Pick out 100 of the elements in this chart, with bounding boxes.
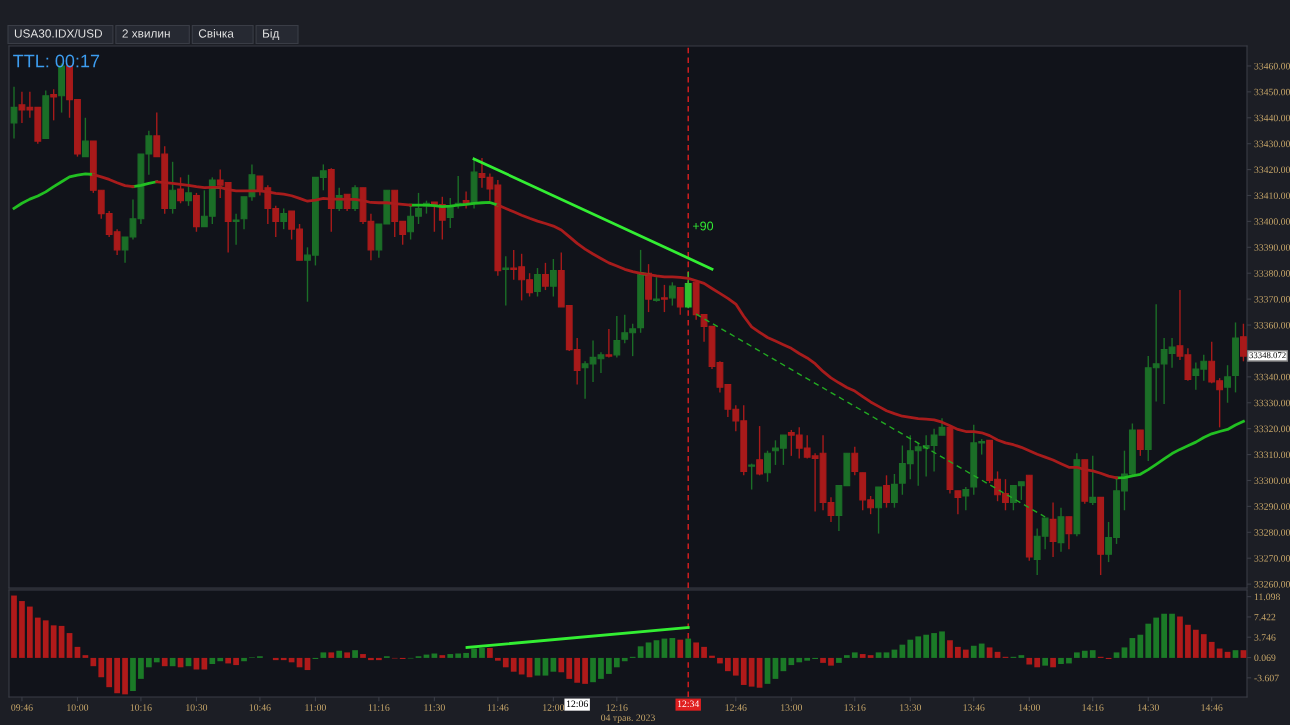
candlestick: [661, 284, 668, 313]
bar: [161, 657, 168, 667]
bar: [344, 652, 350, 658]
x-tick-label: 13:46: [963, 704, 985, 711]
bar: [1208, 641, 1215, 658]
candlestick: [542, 262, 549, 291]
bar: [836, 657, 842, 663]
bar: [843, 655, 850, 658]
bar: [598, 657, 604, 679]
x-tick-label: 13:00: [781, 704, 803, 711]
text: Свічка: [198, 29, 234, 38]
bar: [130, 657, 136, 692]
bar: [590, 657, 596, 683]
bar: [19, 601, 25, 658]
candlestick: [446, 197, 454, 229]
x-tick-label: 11:46: [487, 704, 509, 711]
bar: [463, 652, 469, 658]
annotation: +90: [692, 221, 714, 231]
candlestick: [764, 449, 771, 483]
bar: [114, 657, 120, 694]
bar: [431, 653, 438, 658]
bar: [1153, 617, 1160, 658]
bar: [748, 657, 755, 687]
bar: [907, 639, 914, 658]
x-tick-label: 10:00: [67, 704, 89, 711]
y-tick-label: 33450.00: [1254, 88, 1290, 96]
bar: [320, 652, 327, 658]
candlestick: [50, 88, 58, 122]
candlestick: [10, 85, 18, 140]
bar: [193, 657, 200, 670]
candlestick: [1089, 455, 1097, 506]
x-tick-label: 11:00: [305, 704, 326, 711]
bar: [693, 642, 699, 658]
x-tick-label: 13:16: [844, 704, 866, 711]
bar: [859, 654, 866, 658]
annotation: TTL: 00:17: [13, 54, 100, 68]
bar: [851, 652, 858, 658]
x-tick-label: 11:30: [424, 704, 445, 711]
x-tick-label: 14:00: [1019, 704, 1040, 711]
y-tick-label: 33460.00: [1254, 62, 1290, 70]
y-tick-label: 33390.00: [1254, 244, 1290, 251]
y-tick-label: -3.607: [1254, 674, 1279, 682]
bar: [145, 657, 152, 668]
y-tick-label: 33440.00: [1254, 114, 1290, 122]
y-tick-label: 33430.00: [1254, 140, 1290, 148]
y-tick-label: 7.422: [1254, 613, 1276, 621]
x-tick-label: 14:46: [1201, 704, 1223, 711]
x-tick-label: 14:16: [1082, 704, 1104, 711]
bar: [796, 657, 803, 663]
bar: [915, 636, 922, 658]
bar: [621, 657, 628, 662]
text: 2 хвилин: [122, 29, 170, 38]
y-tick-label: 33330.00: [1254, 399, 1290, 407]
candlestick: [1065, 516, 1073, 550]
bar: [725, 657, 731, 672]
bar: [677, 639, 684, 658]
bar: [11, 595, 17, 658]
bar: [606, 657, 612, 674]
x-tick-label: 10:46: [249, 704, 271, 711]
bar: [225, 657, 232, 664]
bar: [788, 657, 795, 666]
y-tick-label: 33300.00: [1254, 477, 1290, 484]
bar: [1113, 652, 1120, 658]
bar: [272, 657, 279, 661]
bar: [471, 648, 477, 658]
bar: [368, 657, 374, 661]
bar: [637, 646, 644, 658]
candlestick: [605, 328, 613, 359]
bar: [574, 657, 581, 683]
bar: [439, 655, 446, 658]
bar: [709, 655, 715, 658]
bar: [1121, 647, 1128, 658]
bar: [1137, 634, 1144, 658]
bar: [352, 650, 358, 658]
bar: [42, 620, 49, 658]
candlestick: [534, 267, 541, 298]
y-tick-label: 33280.00: [1254, 529, 1290, 536]
bar: [701, 646, 707, 658]
bar: [1192, 629, 1199, 658]
candlestick: [653, 276, 660, 303]
bar: [883, 652, 890, 658]
bar: [1177, 616, 1183, 658]
bar: [867, 655, 874, 658]
annotation: 33348.072: [1249, 352, 1286, 359]
x-tick-label: 12:46: [725, 704, 747, 711]
bar: [1066, 657, 1072, 664]
bar: [955, 646, 961, 658]
candlestick: [549, 258, 557, 298]
bar: [447, 654, 454, 658]
bar: [1042, 657, 1049, 666]
bar: [875, 652, 882, 658]
bar: [740, 657, 747, 685]
x-tick-label: 09:46: [11, 704, 33, 711]
bar: [487, 647, 493, 658]
candlestick: [1224, 364, 1231, 404]
y-tick-label: 33360.00: [1254, 321, 1290, 329]
bar: [685, 638, 692, 658]
candlestick: [81, 117, 89, 158]
candlestick: [954, 490, 962, 515]
bar: [328, 652, 335, 658]
